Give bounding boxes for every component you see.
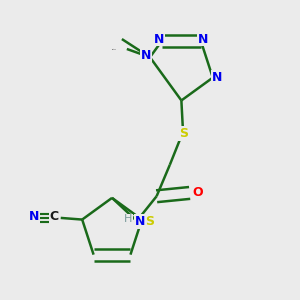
Text: N: N [154,33,164,46]
Text: methyl: methyl [112,48,117,50]
Text: N: N [141,49,151,62]
Text: methyl: methyl [114,47,118,48]
Text: S: S [179,127,188,140]
Text: N: N [135,215,145,228]
Text: S: S [146,215,154,228]
Text: N: N [29,210,40,223]
Text: H: H [124,214,133,224]
Text: C: C [50,210,59,223]
Text: N: N [198,33,208,46]
Text: N: N [212,71,222,84]
Text: O: O [193,186,203,200]
